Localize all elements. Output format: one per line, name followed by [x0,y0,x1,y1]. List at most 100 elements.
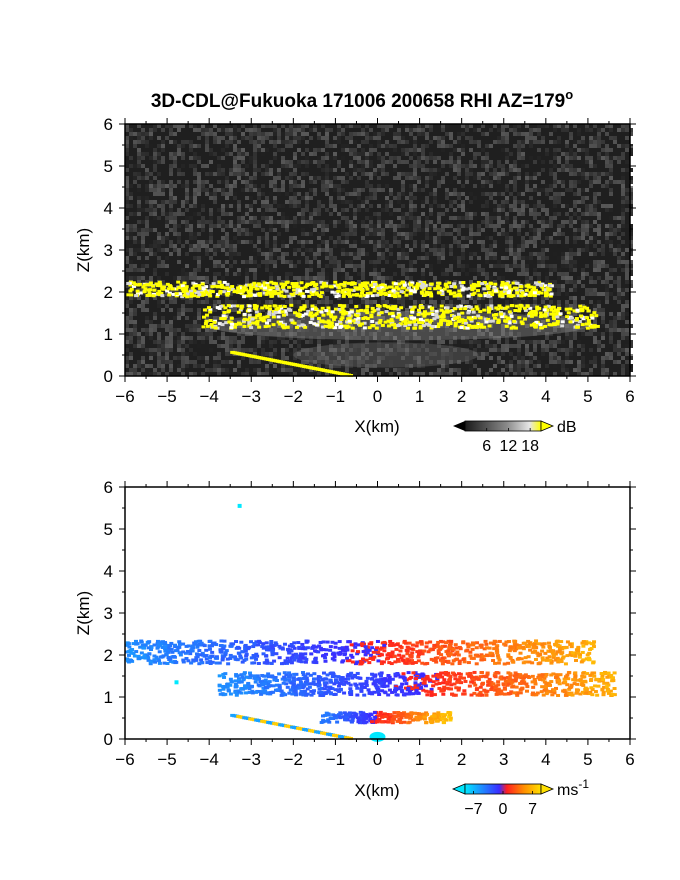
noise-cell [305,164,309,168]
noise-cell [597,240,601,244]
noise-cell [269,144,273,148]
noise-cell [197,184,201,188]
noise-cell [377,152,381,156]
noise-cell [173,140,177,144]
noise-cell [481,212,485,216]
noise-cell [177,248,181,252]
noise-cell [237,152,241,156]
noise-cell [349,252,353,256]
noise-cell [625,148,629,152]
noise-cell [565,144,569,148]
echo-cell [378,288,383,292]
noise-cell [437,360,441,364]
noise-cell [345,296,349,300]
noise-cell [601,364,605,368]
noise-cell [581,244,585,248]
noise-cell [429,156,433,160]
noise-cell [497,356,501,360]
noise-cell [177,228,181,232]
noise-cell [137,336,141,340]
noise-cell [461,296,465,300]
noise-cell [465,212,469,216]
noise-cell [365,164,369,168]
noise-cell [285,300,289,304]
noise-cell [317,248,321,252]
noise-cell [125,216,129,220]
noise-cell [417,372,421,376]
noise-cell [489,220,493,224]
noise-cell [593,292,597,296]
noise-cell [353,296,357,300]
noise-cell [317,276,321,280]
noise-cell [485,272,489,276]
noise-cell [261,244,265,248]
noise-cell [429,192,433,196]
echo-cell [348,294,353,298]
noise-cell [161,140,165,144]
noise-cell [581,140,585,144]
noise-cell [529,256,533,260]
noise-cell [505,340,509,344]
echo-cell [157,289,162,293]
noise-cell [397,232,401,236]
noise-cell [165,356,169,360]
noise-cell [213,192,217,196]
noise-cell [589,300,593,304]
noise-cell [321,276,325,280]
noise-cell [449,340,453,344]
noise-cell [477,344,481,348]
noise-cell [469,224,473,228]
noise-cell [361,332,365,336]
noise-cell [425,244,429,248]
noise-cell [541,352,545,356]
noise-cell [141,228,145,232]
noise-cell [537,284,541,288]
noise-cell [517,152,521,156]
noise-cell [613,344,617,348]
noise-cell [369,184,373,188]
noise-cell [457,160,461,164]
noise-cell [237,140,241,144]
echo-cell [339,282,344,286]
echo-cell [292,288,297,292]
noise-cell [573,240,577,244]
noise-cell [437,232,441,236]
noise-cell [413,208,417,212]
noise-cell [617,260,621,264]
echo-cell [226,289,231,293]
noise-cell [309,360,313,364]
noise-cell [181,164,185,168]
noise-cell [353,228,357,232]
noise-cell [525,372,529,376]
noise-cell [457,256,461,260]
noise-cell [593,340,597,344]
noise-cell [157,372,161,376]
noise-cell [577,360,581,364]
noise-cell [601,140,605,144]
noise-cell [629,196,633,200]
noise-cell [181,204,185,208]
noise-cell [273,228,277,232]
noise-cell [537,328,541,332]
noise-cell [489,236,493,240]
noise-cell [629,272,633,276]
noise-cell [169,340,173,344]
noise-cell [529,368,533,372]
noise-cell [149,180,153,184]
noise-cell [513,264,517,268]
noise-cell [265,132,269,136]
noise-cell [153,156,157,160]
echo-cell [448,292,453,296]
noise-cell [317,372,321,376]
noise-cell [237,204,241,208]
noise-cell [193,156,197,160]
noise-cell [285,168,289,172]
noise-cell [337,128,341,132]
noise-cell [373,300,377,304]
noise-cell [273,340,277,344]
noise-cell [509,328,513,332]
noise-cell [565,372,569,376]
noise-cell [605,236,609,240]
noise-cell [337,328,341,332]
noise-cell [141,328,145,332]
